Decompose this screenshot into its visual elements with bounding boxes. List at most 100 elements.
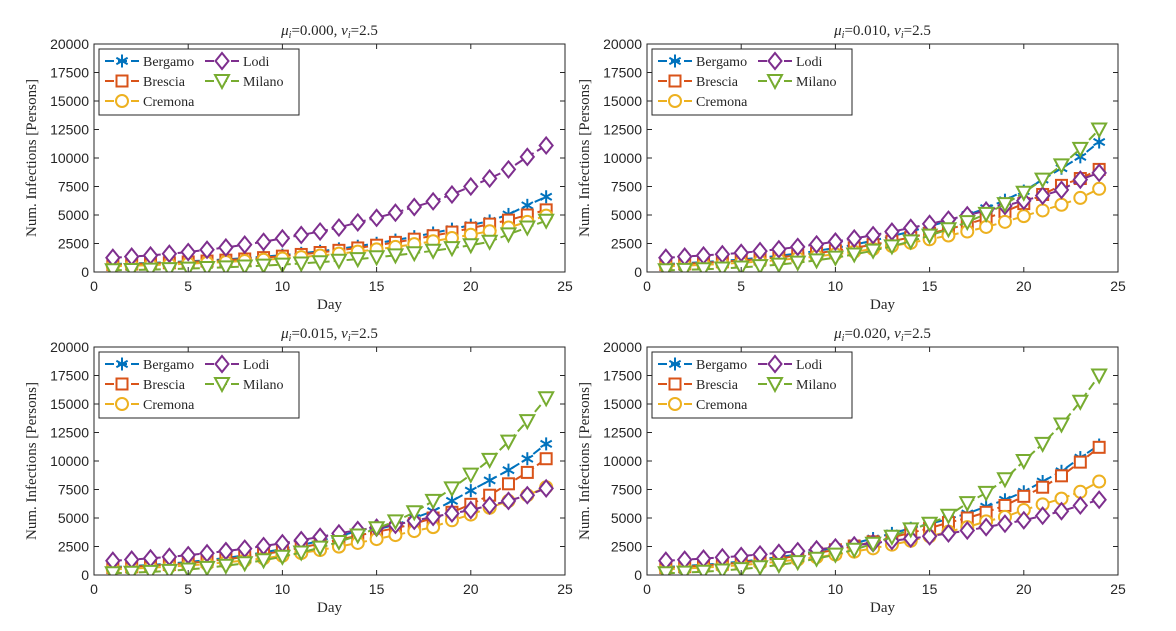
legend-entry-lodi: Lodi (205, 51, 270, 71)
data-point-lodi (771, 239, 787, 259)
legend: Bergamo Brescia Cremona Lodi Milano (98, 48, 300, 116)
y-tick-label: 0 (634, 264, 642, 280)
title-part: i (348, 333, 351, 344)
data-point-milano (141, 564, 160, 575)
y-tick-label: 20000 (50, 36, 89, 52)
legend-entry-lodi: Lodi (758, 354, 823, 374)
y-tick-label: 12500 (50, 122, 89, 138)
data-point-milano (443, 481, 461, 498)
series-group (104, 135, 555, 272)
data-point-bergamo (483, 476, 496, 485)
data-point-lodi (1072, 170, 1089, 190)
y-tick-label: 2500 (58, 539, 89, 555)
data-point-milano (864, 243, 882, 260)
legend-marker (668, 94, 682, 108)
data-point-milano (367, 521, 386, 538)
data-point-lodi (425, 191, 441, 211)
legend-entry-brescia: Brescia (658, 377, 739, 393)
y-tick-label: 2500 (58, 236, 89, 252)
y-tick-label: 7500 (58, 179, 89, 195)
data-point-brescia (998, 498, 1012, 512)
data-point-milano (732, 260, 750, 272)
data-point-milano (160, 262, 179, 272)
data-point-lodi (865, 225, 881, 245)
data-point-cremona (997, 214, 1012, 229)
legend-entry-bergamo: Bergamo (658, 357, 747, 373)
y-tick-label: 17500 (603, 368, 642, 384)
data-point-milano (367, 250, 386, 267)
data-point-lodi (940, 523, 957, 543)
legend-marker (214, 354, 230, 374)
legend-label: Brescia (143, 75, 186, 90)
data-point-milano (386, 514, 405, 531)
legend-label: Bergamo (143, 55, 194, 70)
data-point-lodi (368, 208, 385, 228)
data-point-milano (123, 262, 141, 272)
data-point-lodi (425, 507, 441, 527)
x-tick-label: 20 (463, 581, 479, 597)
legend-label: Lodi (796, 358, 823, 373)
data-point-lodi (481, 168, 498, 189)
title-part: =2.5 (351, 23, 378, 39)
data-point-lodi (1053, 180, 1070, 200)
data-point-milano (292, 545, 310, 562)
data-point-lodi (274, 228, 291, 248)
data-point-milano (902, 234, 920, 251)
data-point-milano (657, 566, 675, 575)
data-point-milano (1033, 172, 1052, 189)
x-tick-label: 20 (1016, 581, 1032, 597)
data-point-milano (920, 228, 939, 245)
data-point-bergamo (502, 466, 515, 475)
data-point-milano (330, 253, 348, 270)
data-point-milano (751, 259, 769, 272)
data-point-milano (480, 234, 499, 251)
x-tick-label: 25 (557, 581, 573, 597)
legend-entry-lodi: Lodi (758, 51, 823, 71)
legend-entry-milano: Milano (758, 377, 836, 394)
data-point-milano (537, 391, 555, 408)
data-point-milano (1071, 394, 1089, 411)
legend-entry-brescia: Brescia (658, 74, 739, 90)
data-point-milano (273, 549, 292, 566)
y-tick-label: 7500 (58, 482, 89, 498)
data-point-milano (518, 414, 536, 431)
data-point-cremona (1016, 209, 1031, 224)
data-point-lodi (538, 135, 554, 156)
data-point-cremona (1092, 474, 1107, 489)
data-point-milano (104, 263, 122, 272)
legend-label: Milano (243, 378, 283, 393)
y-tick-label: 15000 (50, 396, 89, 412)
y-tick-label: 7500 (611, 179, 642, 195)
data-point-milano (902, 522, 920, 539)
title-part: μ (280, 23, 289, 39)
data-point-lodi (218, 237, 234, 258)
data-point-milano (939, 222, 958, 239)
data-point-cremona (1073, 190, 1088, 205)
data-point-milano (732, 562, 750, 575)
data-point-brescia (1092, 440, 1106, 454)
legend-label: Milano (796, 378, 836, 393)
panel-4: 0 5 10 15 20 25 0 2500 5000 7500 10000 12500 15000 17… (577, 326, 1126, 616)
data-point-milano (1015, 454, 1033, 471)
x-tick-label: 5 (184, 278, 192, 294)
y-tick-label: 10000 (603, 150, 642, 166)
y-tick-label: 5000 (611, 207, 642, 223)
data-point-milano (424, 493, 442, 511)
title-part: =0.020, (844, 326, 894, 342)
data-point-milano (694, 262, 713, 272)
data-point-lodi (444, 184, 460, 205)
legend-entry-milano: Milano (758, 74, 836, 91)
data-point-lodi (180, 242, 196, 262)
y-tick-label: 20000 (50, 339, 89, 355)
legend: Bergamo Brescia Cremona Lodi Milano (651, 48, 853, 116)
y-axis-label: Num. Infections [Persons] (24, 79, 40, 237)
series-milano (104, 391, 555, 575)
data-point-brescia (1036, 480, 1050, 494)
data-point-milano (676, 262, 694, 272)
data-point-milano (1033, 436, 1052, 454)
data-point-milano (694, 564, 713, 575)
title-part: ν (894, 326, 901, 342)
y-tick-label: 12500 (50, 425, 89, 441)
data-point-cremona (1054, 197, 1069, 212)
